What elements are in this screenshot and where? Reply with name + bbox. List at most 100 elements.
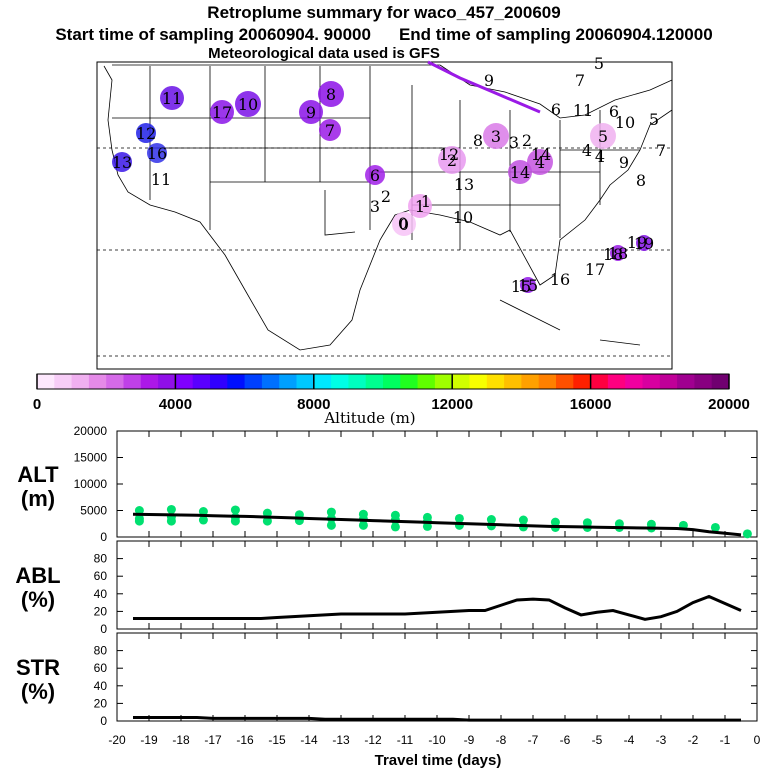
marker-label: 17 (212, 103, 232, 122)
misc-borders (324, 190, 641, 346)
marker-label: 3 (491, 127, 501, 146)
series-line-mean (132, 512, 742, 537)
colorbar-cell (659, 374, 678, 389)
marker-circle (438, 146, 466, 174)
x-axis: Travel time (days) -20 -19 -18 -17 -16 -15 -14… (108, 733, 760, 768)
y-tick-label: 0 (100, 622, 107, 636)
colorbar-cell (504, 374, 522, 389)
map-marker-label: 3 (509, 133, 519, 152)
map-marker-label: 6 (551, 100, 561, 119)
chart-title: Retroplume summary for waco_457_200609 (207, 3, 561, 22)
colorbar-cell (711, 374, 730, 389)
map-marker-13: 13 (112, 152, 132, 172)
colorbar-cell (434, 374, 453, 389)
marker-circle (508, 160, 532, 184)
marker-circle (610, 245, 626, 261)
y-tick-label: 20 (94, 604, 108, 618)
sample-point (358, 520, 368, 530)
map-marker-label: 11 (573, 101, 593, 120)
x-tick-label: -3 (656, 733, 667, 747)
x-tick-label: -18 (172, 733, 190, 747)
colorbar-cell (677, 374, 695, 389)
map-marker-4: 4 (527, 149, 553, 175)
x-tick-label: -5 (592, 733, 603, 747)
colorbar-cell (642, 374, 661, 389)
state-lines-horizontal (112, 117, 640, 206)
map-marker-10: 10 (235, 91, 261, 117)
sample-point (198, 507, 208, 517)
map-marker-9: 9 (299, 100, 323, 124)
colorbar-tick-label: 8000 (297, 396, 330, 413)
x-tick-label: -15 (268, 733, 286, 747)
sample-point (486, 515, 496, 525)
map-marker-0: 0 (392, 212, 416, 236)
sample-point (134, 506, 144, 515)
altitude-colorbar: 0 4000 8000 12000 16000 20000 Altitude (m) (33, 373, 750, 427)
colorbar-cell (261, 374, 280, 389)
end-time: End time of sampling 20060904.120000 (398, 25, 713, 44)
colorbar-cell (625, 374, 643, 389)
map-marker-label: 16 (550, 270, 570, 289)
sample-point (230, 505, 240, 515)
marker-circle (365, 165, 385, 185)
map-marker-label: 19 (627, 233, 647, 252)
marker-circle (147, 143, 167, 163)
colorbar-cell (573, 374, 592, 389)
panel-unit: (m) (21, 486, 55, 511)
map-marker-5: 5 (590, 123, 616, 149)
marker-circle (299, 100, 323, 124)
y-tick-label: 5000 (80, 504, 107, 518)
colorbar-cell (486, 374, 505, 389)
y-tick-label: 40 (94, 587, 108, 601)
trajectory-line (427, 60, 541, 114)
sample-point (710, 522, 720, 532)
colorbar-cell (607, 374, 626, 389)
map-marker-label: 3 (370, 197, 380, 216)
map-marker-label: 2 (381, 187, 391, 206)
colorbar-cell (365, 374, 384, 389)
map-marker-label: 5 (649, 110, 659, 129)
colorbar-cell (71, 374, 90, 389)
sample-point (326, 507, 336, 517)
map-marker-18: 18 (608, 244, 628, 263)
map-marker-label: 1 (421, 192, 431, 211)
time-series-panels: 05000100001500020000ALT(m)020406080ABL(%… (15, 424, 758, 728)
sample-point (262, 508, 272, 518)
sample-point (518, 515, 528, 525)
series-line-mean (133, 715, 741, 722)
map-marker-label: 0 (398, 214, 408, 233)
panel-label: ABL (15, 563, 60, 588)
x-tick-label: -8 (496, 733, 507, 747)
colorbar-cell (158, 374, 176, 389)
marker-circle (590, 123, 616, 149)
marker-circle (408, 194, 432, 218)
marker-label: 9 (306, 103, 316, 122)
marker-circle (483, 123, 509, 149)
x-tick-label: -14 (300, 733, 318, 747)
x-tick-label: -17 (204, 733, 222, 747)
y-tick-label: 0 (100, 530, 107, 544)
map-marker-12: 12 (136, 123, 156, 143)
y-tick-label: 20000 (74, 424, 108, 438)
panel-unit: (%) (21, 679, 55, 704)
map-marker-label: 8 (636, 171, 646, 190)
colorbar-tick-label: 16000 (570, 396, 612, 413)
sample-point (390, 522, 400, 532)
panel-label: ALT (17, 462, 59, 487)
colorbar-cell (244, 374, 263, 389)
map-marker-label: 14 (531, 145, 551, 164)
colorbar-cell (227, 374, 246, 389)
marker-label: 16 (147, 144, 167, 163)
map-panel: 0123456789101112131415161718190123456778… (96, 54, 673, 370)
map-marker-label: 13 (454, 175, 474, 194)
colorbar-cell (88, 374, 107, 389)
colorbar-tick-label: 12000 (431, 396, 473, 413)
sample-point (198, 515, 208, 525)
map-marker-label: 6 (609, 102, 619, 121)
marker-label: 18 (608, 244, 628, 263)
map-marker-3: 3 (483, 123, 509, 149)
colorbar-cell (54, 374, 73, 389)
x-tick-label: 0 (754, 733, 761, 747)
map-marker-19: 19 (634, 234, 654, 253)
